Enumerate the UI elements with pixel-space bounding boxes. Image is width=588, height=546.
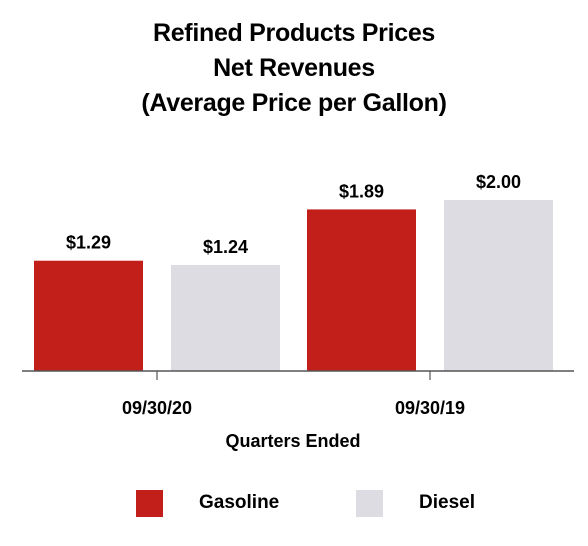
data-label-gasoline-1: $1.29 xyxy=(66,233,111,253)
bar-diesel-2 xyxy=(444,200,553,371)
bar-diesel-1 xyxy=(171,264,280,371)
chart-title-line-3: (Average Price per Gallon) xyxy=(141,89,447,117)
x-tick-label-1: 09/30/20 xyxy=(122,398,192,418)
data-label-diesel-1: $1.24 xyxy=(203,237,248,257)
legend-item-gasoline: Gasoline xyxy=(136,489,280,517)
legend-item-diesel: Diesel xyxy=(356,489,475,517)
data-label-gasoline-2: $1.89 xyxy=(339,181,384,201)
x-axis-title: Quarters Ended xyxy=(225,431,360,451)
chart-title-line-1: Refined Products Prices xyxy=(152,19,436,47)
legend-swatch-diesel xyxy=(356,489,383,517)
legend-swatch-gasoline xyxy=(136,489,163,517)
bar-gasoline-2 xyxy=(307,209,416,371)
bar-gasoline-1 xyxy=(34,260,143,371)
data-label-diesel-2: $2.00 xyxy=(476,172,521,192)
legend-label-gasoline: Gasoline xyxy=(199,492,280,513)
x-tick-label-2: 09/30/19 xyxy=(395,398,465,418)
chart-title-line-2: Net Revenues xyxy=(213,54,375,82)
legend-label-diesel: Diesel xyxy=(419,492,475,513)
chart-title: Refined Products Prices Net Revenues (Av… xyxy=(0,16,588,121)
